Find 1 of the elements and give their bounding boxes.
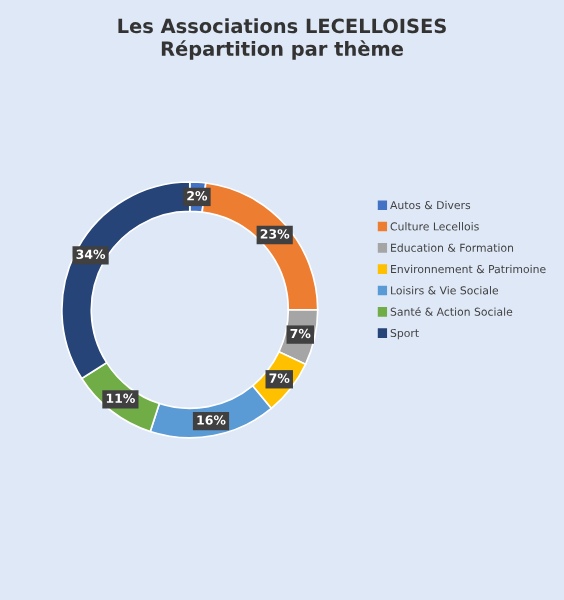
chart-title: Les Associations LECELLOISES Répartition par thème xyxy=(118,18,446,60)
